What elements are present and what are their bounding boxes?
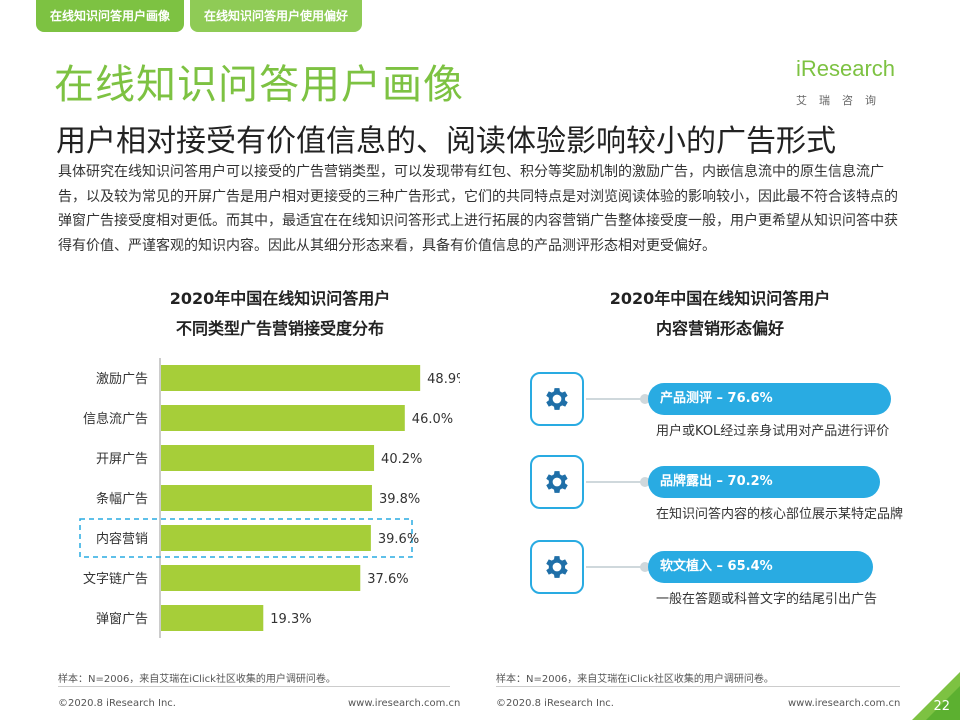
value-label: 39.8% bbox=[379, 492, 420, 507]
right-chart-title-line2: 内容营销形态偏好 bbox=[655, 319, 784, 338]
connector-line bbox=[586, 398, 644, 400]
tab-usage-preference[interactable]: 在线知识问答用户使用偏好 bbox=[190, 0, 363, 32]
preference-item: 品牌露出 – 70.2% 在知识问答内容的核心部位展示某特定品牌 bbox=[530, 455, 930, 525]
connector-dot bbox=[640, 562, 650, 572]
left-chart-title-line1: 2020年中国在线知识问答用户 bbox=[169, 289, 391, 308]
right-chart-title: 2020年中国在线知识问答用户 内容营销形态偏好 bbox=[530, 284, 910, 344]
preference-item: 产品测评 – 76.6% 用户或KOL经过亲身试用对产品进行评价 bbox=[530, 372, 930, 442]
iresearch-logo: iResearch 艾瑞咨询 bbox=[792, 52, 922, 112]
value-label: 40.2% bbox=[381, 452, 422, 467]
preference-pill: 品牌露出 – 70.2% bbox=[648, 466, 881, 498]
bar bbox=[161, 405, 405, 431]
category-label: 内容营销 bbox=[96, 531, 148, 547]
right-chart-title-line1: 2020年中国在线知识问答用户 bbox=[609, 289, 831, 308]
connector-dot bbox=[640, 394, 650, 404]
gear-icon bbox=[546, 388, 568, 410]
category-label: 信息流广告 bbox=[83, 411, 148, 427]
right-footnote: 样本：N=2006，来自艾瑞在iClick社区收集的用户调研问卷。 bbox=[496, 674, 774, 685]
category-label: 开屏广告 bbox=[96, 452, 148, 467]
gear-icon-box bbox=[530, 372, 584, 426]
footer-divider-right bbox=[496, 686, 900, 687]
left-chart-title: 2020年中国在线知识问答用户 不同类型广告营销接受度分布 bbox=[90, 284, 470, 344]
footer-copyright-left: ©2020.8 iResearch Inc. bbox=[58, 698, 176, 709]
section-tabs: 在线知识问答用户画像 在线知识问答用户使用偏好 bbox=[36, 0, 363, 32]
value-label: 37.6% bbox=[367, 572, 408, 587]
bar bbox=[161, 565, 361, 591]
bar bbox=[161, 365, 421, 391]
value-label: 19.3% bbox=[270, 612, 311, 627]
gear-icon bbox=[546, 556, 568, 578]
category-label: 弹窗广告 bbox=[96, 611, 148, 627]
bar bbox=[161, 445, 375, 471]
connector-dot bbox=[640, 477, 650, 487]
preference-description: 用户或KOL经过亲身试用对产品进行评价 bbox=[656, 424, 890, 439]
value-label: 48.9% bbox=[427, 372, 460, 387]
page-title: 在线知识问答用户画像 bbox=[54, 62, 464, 108]
logo-cn-text: 艾瑞咨询 bbox=[796, 94, 888, 107]
bar bbox=[161, 485, 372, 511]
preference-description: 在知识问答内容的核心部位展示某特定品牌 bbox=[656, 507, 904, 522]
page-subtitle: 用户相对接受有价值信息的、阅读体验影响较小的广告形式 bbox=[56, 124, 836, 159]
left-chart-title-line2: 不同类型广告营销接受度分布 bbox=[175, 319, 384, 338]
preference-pill: 产品测评 – 76.6% bbox=[648, 383, 891, 415]
category-label: 激励广告 bbox=[96, 372, 148, 387]
value-label: 39.6% bbox=[378, 532, 419, 547]
bar bbox=[161, 605, 264, 631]
left-footnote: 样本：N=2006，来自艾瑞在iClick社区收集的用户调研问卷。 bbox=[58, 674, 336, 685]
logo-text: iResearch bbox=[796, 56, 896, 81]
gear-icon bbox=[546, 471, 568, 493]
page-number: 22 bbox=[933, 699, 950, 714]
footer-divider-left bbox=[58, 686, 450, 687]
description-paragraph: 具体研究在线知识问答用户可以接受的广告营销类型，可以发现带有红包、积分等奖励机制… bbox=[58, 164, 898, 254]
preference-item: 软文植入 – 65.4% 一般在答题或科普文字的结尾引出广告 bbox=[530, 540, 930, 610]
acceptance-bar-chart: 激励广告 48.9% 信息流广告 46.0% 开屏广告 40.2% 条幅广告 39.8% 内容营… bbox=[79, 358, 460, 638]
connector-line bbox=[586, 566, 644, 568]
tab-user-profile[interactable]: 在线知识问答用户画像 bbox=[36, 0, 185, 32]
footer-url-left: www.iresearch.com.cn bbox=[348, 698, 461, 709]
footer-copyright-right: ©2020.8 iResearch Inc. bbox=[496, 698, 614, 709]
gear-icon-box bbox=[530, 455, 584, 509]
preference-pill: 软文植入 – 65.4% bbox=[648, 551, 873, 583]
highlight-box bbox=[79, 518, 413, 558]
category-label: 条幅广告 bbox=[96, 491, 148, 507]
corner-decoration bbox=[912, 672, 960, 720]
value-label: 46.0% bbox=[412, 412, 453, 427]
bar bbox=[161, 525, 371, 551]
preference-description: 一般在答题或科普文字的结尾引出广告 bbox=[656, 592, 878, 607]
category-label: 文字链广告 bbox=[83, 572, 148, 587]
connector-line bbox=[586, 481, 644, 483]
gear-icon-box bbox=[530, 540, 584, 594]
footer-url-right: www.iresearch.com.cn bbox=[788, 698, 901, 709]
